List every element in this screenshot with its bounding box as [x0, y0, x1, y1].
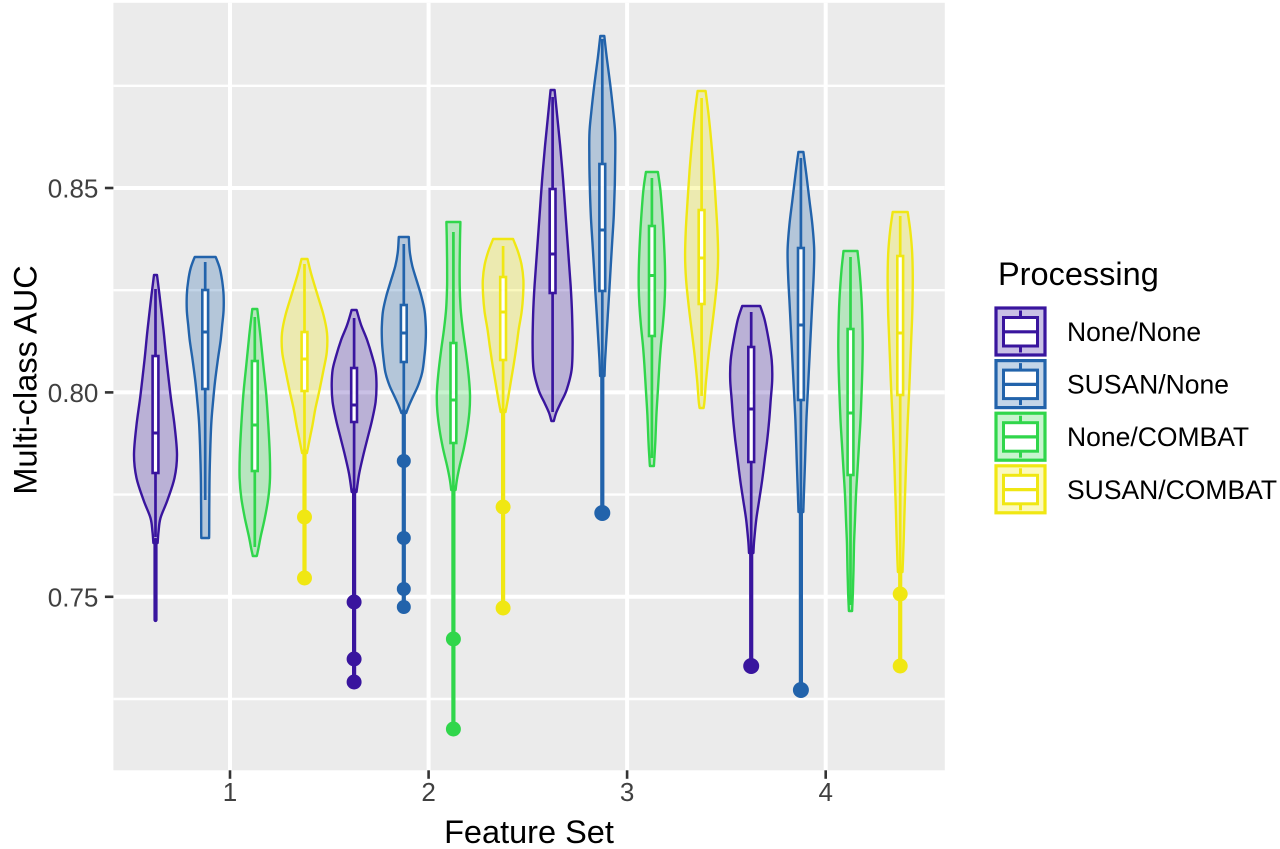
svg-text:Multi-class AUC: Multi-class AUC — [8, 265, 44, 494]
svg-text:0.80: 0.80 — [48, 378, 99, 408]
svg-text:SUSAN/None: SUSAN/None — [1067, 370, 1229, 400]
svg-text:None/None: None/None — [1067, 317, 1201, 347]
svg-text:0.85: 0.85 — [48, 174, 99, 204]
svg-text:4: 4 — [818, 777, 832, 807]
svg-text:3: 3 — [620, 777, 634, 807]
svg-text:2: 2 — [421, 777, 435, 807]
svg-text:None/COMBAT: None/COMBAT — [1067, 422, 1249, 452]
svg-text:1: 1 — [223, 777, 237, 807]
svg-text:SUSAN/COMBAT: SUSAN/COMBAT — [1067, 475, 1277, 505]
svg-text:0.75: 0.75 — [48, 582, 99, 612]
svg-text:Processing: Processing — [998, 256, 1159, 292]
svg-text:Feature Set: Feature Set — [444, 814, 614, 849]
